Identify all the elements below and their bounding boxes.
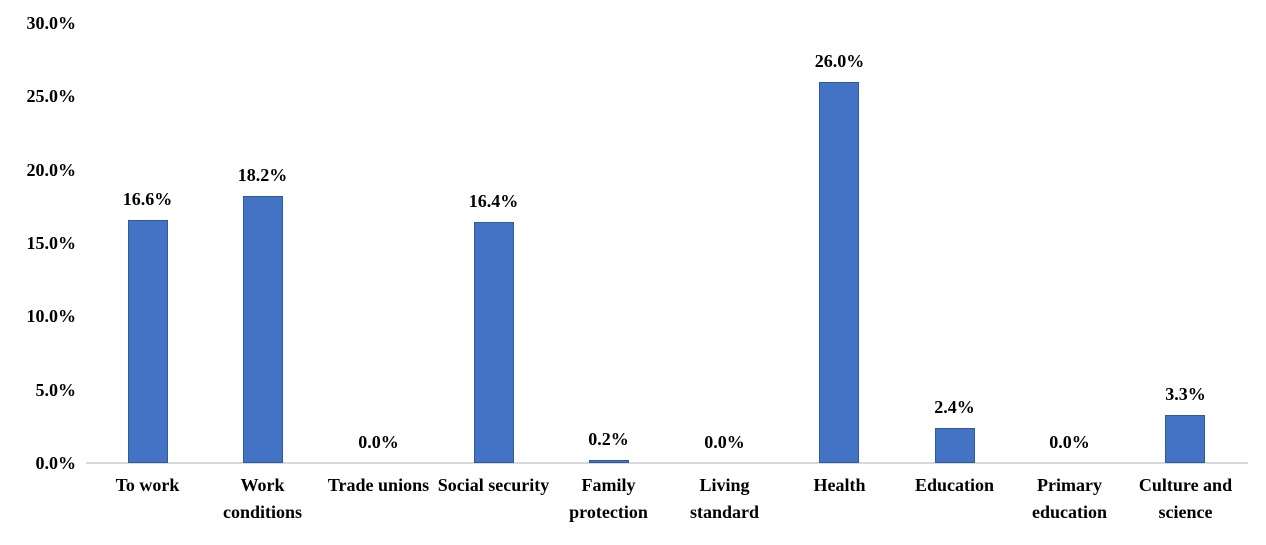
bar-value-label: 16.6% xyxy=(122,189,173,209)
bar xyxy=(589,460,629,463)
bar-value-label: 26.0% xyxy=(814,51,865,71)
y-axis-tick-label: 0.0% xyxy=(35,453,77,473)
y-axis-tick-label: 5.0% xyxy=(35,379,77,400)
bar xyxy=(243,196,283,463)
y-axis-tick-label: 30.0% xyxy=(26,13,77,33)
x-axis-line xyxy=(86,462,1248,464)
y-axis-tick-label: 25.0% xyxy=(26,86,77,107)
bar xyxy=(935,428,975,463)
x-axis-category-label: Education xyxy=(914,475,995,495)
x-axis-category-label: Work conditions xyxy=(222,475,303,522)
bar-value-label: 0.0% xyxy=(1049,432,1090,452)
bar-value-label: 0.2% xyxy=(588,429,629,449)
bar-value-label: 0.0% xyxy=(358,432,399,452)
y-axis-tick-label: 20.0% xyxy=(26,159,77,180)
x-axis-category-label: Social security xyxy=(437,475,550,495)
x-axis-category-label: Family protection xyxy=(569,475,648,522)
bar-value-label: 16.4% xyxy=(468,191,519,211)
x-axis-category-label: Health xyxy=(813,475,866,495)
x-axis-category-label: Culture and science xyxy=(1138,475,1233,522)
bar-value-label: 3.3% xyxy=(1165,384,1206,404)
bar xyxy=(128,220,168,463)
y-axis-tick-label: 10.0% xyxy=(26,306,77,327)
bar-value-label: 2.4% xyxy=(934,397,975,417)
x-axis-category-label: Primary education xyxy=(1031,475,1107,522)
bar xyxy=(474,222,514,463)
x-axis-category-label: To work xyxy=(115,475,180,495)
bar xyxy=(819,82,859,463)
bar xyxy=(1165,415,1205,463)
bar-value-label: 18.2% xyxy=(237,165,288,185)
x-axis-category-label: Trade unions xyxy=(327,475,430,495)
bar-value-label: 0.0% xyxy=(704,432,745,452)
x-axis-category-label: Living standard xyxy=(689,475,760,522)
y-axis-tick-label: 15.0% xyxy=(26,233,77,253)
